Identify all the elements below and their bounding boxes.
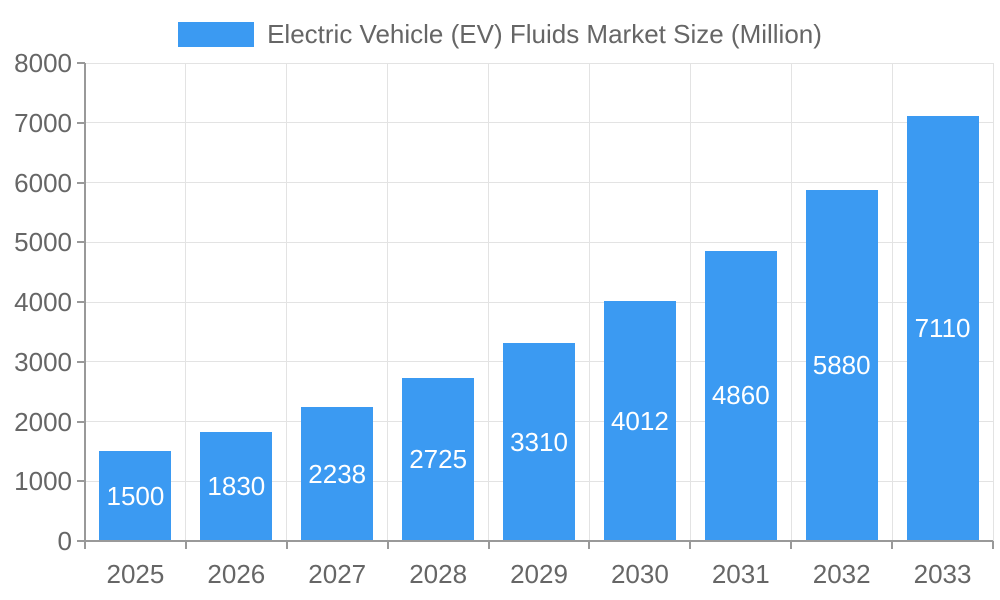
legend-swatch-icon — [178, 22, 255, 47]
bar-value-label: 2238 — [308, 458, 367, 489]
gridline-vertical — [286, 63, 288, 541]
x-axis-tick — [285, 541, 288, 549]
x-axis-label: 2032 — [812, 559, 871, 589]
plot-area: 1500 1830 2238 2725 3310 4012 4860 5880 7110 — [77, 62, 994, 549]
gridline-vertical — [387, 63, 389, 541]
x-axis-tick — [689, 541, 692, 549]
x-axis-label: 2025 — [106, 559, 165, 589]
bar[interactable]: 2238 — [301, 407, 374, 541]
bar[interactable]: 4860 — [704, 250, 777, 541]
y-axis-label: 2000 — [14, 406, 72, 437]
y-axis-line — [84, 63, 86, 549]
y-axis-label: 3000 — [14, 346, 72, 377]
y-axis-tick — [77, 480, 85, 483]
bar[interactable]: 4012 — [603, 301, 676, 541]
x-axis-label: 2029 — [510, 559, 568, 589]
x-axis-label: 2030 — [610, 559, 669, 589]
y-axis-label: 7000 — [14, 107, 72, 138]
bar[interactable]: 7110 — [906, 116, 979, 541]
y-axis-tick — [77, 420, 85, 423]
y-axis-tick — [77, 241, 85, 244]
bar[interactable]: 3310 — [503, 343, 575, 541]
gridline-vertical — [790, 63, 792, 541]
gridline-horizontal — [85, 301, 993, 303]
y-axis-tick — [77, 181, 85, 184]
gridline-vertical — [689, 63, 691, 541]
y-axis-tick — [77, 121, 85, 124]
gridline-vertical — [992, 63, 994, 541]
y-axis-label: 6000 — [14, 167, 72, 198]
x-axis-tick — [588, 541, 591, 549]
chart-legend[interactable]: Electric Vehicle (EV) Fluids Market Size… — [0, 19, 1000, 50]
gridline-horizontal — [85, 241, 993, 243]
y-axis-label: 4000 — [14, 287, 72, 317]
gridline-horizontal — [85, 122, 993, 124]
y-axis-label: 0 — [57, 526, 72, 556]
y-axis-tick — [77, 301, 85, 303]
bar-value-label: 2725 — [409, 444, 468, 475]
bar-value-label: 1500 — [106, 480, 165, 511]
bar[interactable]: 2725 — [402, 378, 475, 541]
legend-label: Electric Vehicle (EV) Fluids Market Size… — [267, 19, 822, 49]
bar-value-label: 3310 — [510, 426, 568, 457]
bar-value-label: 7110 — [914, 313, 971, 344]
x-axis-tick — [790, 541, 793, 549]
bar[interactable]: 1830 — [200, 431, 273, 541]
x-axis-tick — [992, 541, 994, 549]
gridline-horizontal — [85, 182, 993, 183]
bar-value-label: 4012 — [610, 405, 669, 436]
y-axis-label: 5000 — [14, 227, 72, 258]
y-axis-label: 1000 — [14, 466, 72, 497]
x-axis-tick — [487, 541, 490, 549]
x-axis-line — [77, 540, 993, 542]
x-axis-tick — [386, 541, 389, 549]
y-axis-label: 8000 — [14, 48, 72, 78]
bar[interactable]: 5880 — [805, 189, 878, 541]
gridline-vertical — [185, 63, 187, 541]
x-axis-label: 2027 — [308, 559, 367, 589]
x-axis-tick — [891, 541, 894, 549]
bar-value-label: 5880 — [812, 349, 871, 380]
x-axis-tick — [184, 541, 187, 549]
y-axis-tick — [77, 360, 85, 363]
x-axis-label: 2028 — [409, 559, 468, 589]
gridline-vertical — [588, 63, 590, 541]
x-axis-label: 2033 — [913, 559, 972, 589]
bar-value-label: 1830 — [207, 470, 266, 501]
x-axis-label: 2026 — [207, 559, 266, 589]
bar-value-label: 4860 — [711, 380, 770, 411]
gridline-vertical — [488, 63, 490, 541]
x-axis-label: 2031 — [711, 559, 770, 589]
y-axis-tick — [77, 62, 85, 64]
gridline-horizontal — [85, 62, 993, 64]
bar[interactable]: 1500 — [99, 451, 172, 541]
gridline-vertical — [891, 63, 893, 541]
